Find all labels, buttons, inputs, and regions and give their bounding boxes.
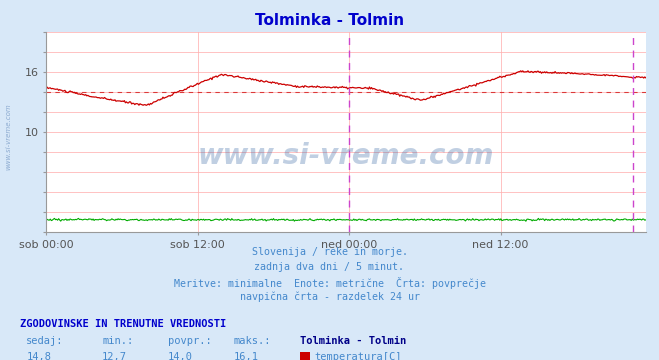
Text: Meritve: minimalne  Enote: metrične  Črta: povprečje: Meritve: minimalne Enote: metrične Črta:…: [173, 277, 486, 289]
Text: temperatura[C]: temperatura[C]: [314, 352, 402, 360]
Text: min.:: min.:: [102, 336, 133, 346]
Text: ZGODOVINSKE IN TRENUTNE VREDNOSTI: ZGODOVINSKE IN TRENUTNE VREDNOSTI: [20, 319, 226, 329]
Text: 14,8: 14,8: [26, 352, 51, 360]
Text: www.si-vreme.com: www.si-vreme.com: [5, 103, 11, 170]
Text: 12,7: 12,7: [102, 352, 127, 360]
Text: www.si-vreme.com: www.si-vreme.com: [198, 142, 494, 170]
Text: zadnja dva dni / 5 minut.: zadnja dva dni / 5 minut.: [254, 262, 405, 272]
Text: povpr.:: povpr.:: [168, 336, 212, 346]
Text: 16,1: 16,1: [234, 352, 259, 360]
Text: navpična črta - razdelek 24 ur: navpična črta - razdelek 24 ur: [239, 292, 420, 302]
Text: maks.:: maks.:: [234, 336, 272, 346]
Text: 14,0: 14,0: [168, 352, 193, 360]
Text: Slovenija / reke in morje.: Slovenija / reke in morje.: [252, 247, 407, 257]
Text: sedaj:: sedaj:: [26, 336, 64, 346]
Text: Tolminka - Tolmin: Tolminka - Tolmin: [255, 13, 404, 28]
Text: Tolminka - Tolmin: Tolminka - Tolmin: [300, 336, 406, 346]
